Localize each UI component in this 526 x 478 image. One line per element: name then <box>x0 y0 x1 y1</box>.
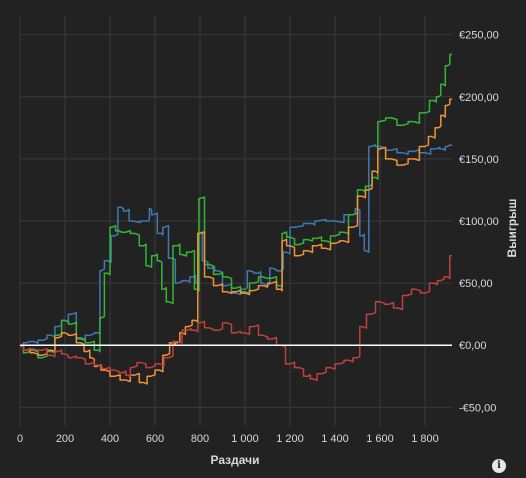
chart-series <box>19 53 452 385</box>
x-tick-label: 1 600 <box>366 433 394 445</box>
x-tick-label: 400 <box>101 433 119 445</box>
info-icon[interactable]: i <box>492 459 506 473</box>
series-line-green <box>19 53 452 359</box>
x-tick-label: 200 <box>56 433 74 445</box>
y-tick-labels: -€50,00 €0,00 €50,00 €100,00 €150,00 €200,00 €… <box>459 30 499 415</box>
x-tick-label: 800 <box>191 433 209 445</box>
y-tick-label: €0,00 <box>459 340 487 352</box>
y-tick-label: €200,00 <box>459 92 499 104</box>
x-axis-title: Раздачи <box>211 453 260 467</box>
x-tick-label: 1 800 <box>411 433 439 445</box>
x-tick-label: 1 400 <box>321 433 349 445</box>
y-axis-title: Выигрыш <box>505 199 519 258</box>
x-tick-labels: 0 200 400 600 800 1 000 1 200 1 400 1 600 1 800 <box>17 433 439 445</box>
y-tick-label: -€50,00 <box>459 402 496 414</box>
x-tick-label: 600 <box>146 433 164 445</box>
series-line-blue <box>19 144 452 348</box>
chart-grid <box>19 16 452 426</box>
x-tick-label: 1 200 <box>276 433 304 445</box>
x-tick-label: 0 <box>17 433 23 445</box>
y-tick-label: €50,00 <box>459 278 493 290</box>
y-tick-label: €150,00 <box>459 154 499 166</box>
series-line-red <box>19 255 452 382</box>
y-tick-label: €100,00 <box>459 216 499 228</box>
series-line-orange <box>19 98 452 385</box>
y-tick-label: €250,00 <box>459 30 499 42</box>
x-tick-label: 1 000 <box>231 433 259 445</box>
